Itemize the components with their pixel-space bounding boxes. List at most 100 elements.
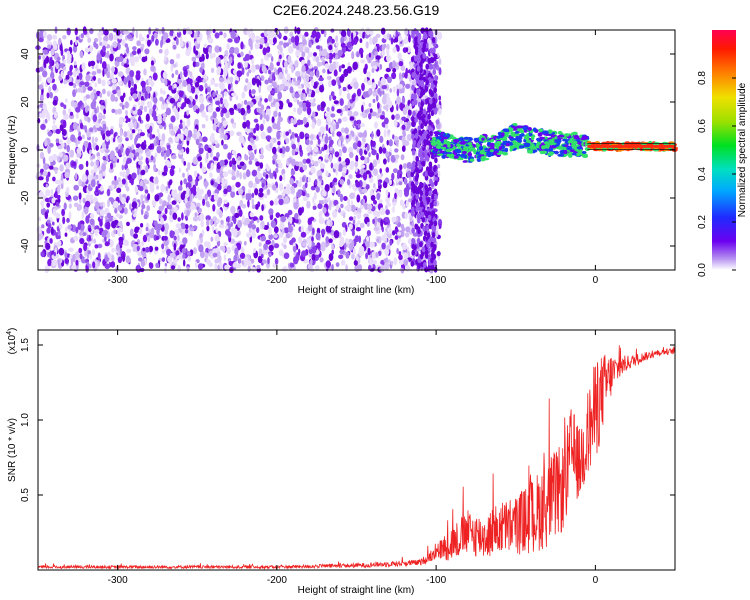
noise-speckle [342, 212, 346, 219]
noise-speckle [138, 186, 144, 192]
noise-speckle [288, 129, 292, 134]
noise-speckle [371, 252, 375, 257]
noise-speckle [180, 36, 183, 44]
noise-speckle [176, 78, 182, 84]
noise-speckle [93, 238, 97, 244]
noise-speckle [294, 80, 299, 87]
noise-speckle [387, 156, 390, 163]
noise-speckle [414, 116, 418, 123]
noise-speckle [372, 98, 376, 103]
noise-speckle [44, 139, 48, 147]
noise-speckle [401, 116, 407, 121]
noise-speckle [258, 248, 263, 255]
noise-speckle [125, 168, 130, 176]
noise-speckle [180, 252, 184, 261]
noise-speckle [76, 69, 80, 75]
noise-speckle [236, 70, 243, 78]
noise-speckle [146, 205, 151, 212]
noise-speckle [187, 255, 192, 262]
noise-speckle [242, 138, 245, 147]
noise-speckle [351, 229, 355, 237]
noise-speckle [95, 64, 99, 71]
noise-speckle [318, 175, 323, 180]
noise-speckle [244, 217, 250, 225]
noise-speckle [404, 232, 410, 238]
noise-speckle [223, 199, 228, 205]
noise-speckle [177, 264, 182, 273]
noise-speckle [434, 180, 438, 187]
noise-speckle [272, 121, 276, 130]
noise-speckle [215, 90, 219, 95]
noise-speckle [90, 92, 95, 101]
noise-speckle [158, 192, 164, 198]
noise-speckle [199, 95, 205, 104]
noise-speckle [213, 83, 219, 88]
noise-speckle [339, 193, 344, 203]
noise-speckle [187, 174, 193, 183]
noise-speckle [354, 223, 359, 228]
noise-speckle [337, 49, 343, 57]
noise-speckle [328, 136, 332, 141]
noise-speckle [203, 47, 209, 55]
noise-speckle [138, 257, 143, 262]
noise-speckle [240, 51, 244, 57]
noise-speckle [154, 194, 160, 202]
noise-speckle [278, 40, 284, 46]
noise-speckle [69, 124, 74, 131]
noise-speckle [332, 210, 338, 219]
noise-speckle [400, 65, 406, 71]
noise-speckle [167, 204, 173, 210]
noise-speckle [36, 226, 42, 234]
noise-speckle [88, 62, 91, 67]
noise-speckle [89, 213, 95, 219]
noise-speckle [291, 65, 295, 73]
noise-speckle [121, 178, 126, 185]
noise-speckle [201, 110, 207, 118]
noise-speckle [417, 213, 422, 219]
noise-speckle [43, 30, 47, 39]
noise-speckle [397, 52, 402, 60]
noise-speckle [293, 256, 299, 265]
noise-speckle [100, 30, 103, 35]
noise-speckle [189, 194, 192, 203]
noise-speckle [123, 156, 127, 165]
noise-speckle [390, 260, 394, 266]
noise-speckle [51, 261, 57, 267]
noise-speckle [358, 245, 365, 254]
noise-speckle [360, 155, 365, 161]
noise-speckle [206, 219, 210, 227]
noise-speckle [273, 201, 279, 206]
noise-speckle [357, 140, 362, 148]
noise-speckle [126, 186, 130, 192]
noise-speckle [326, 116, 331, 123]
noise-speckle [61, 208, 65, 216]
noise-speckle [188, 45, 192, 53]
noise-speckle [50, 188, 54, 196]
noise-speckle [178, 90, 184, 98]
noise-speckle [338, 148, 342, 158]
noise-speckle [307, 51, 313, 58]
noise-speckle [352, 247, 356, 255]
noise-speckle [131, 172, 137, 179]
noise-speckle [366, 144, 370, 152]
noise-speckle [182, 237, 188, 245]
noise-speckle [224, 62, 228, 68]
noise-speckle [381, 50, 386, 57]
noise-speckle [366, 156, 370, 164]
noise-speckle [117, 177, 121, 182]
noise-speckle [403, 252, 409, 260]
noise-speckle [102, 114, 106, 120]
noise-speckle [250, 64, 256, 73]
noise-speckle [114, 109, 118, 115]
noise-speckle [139, 105, 144, 111]
noise-speckle [190, 202, 196, 211]
noise-speckle [311, 246, 317, 254]
noise-speckle [292, 77, 296, 82]
noise-speckle [242, 215, 245, 223]
noise-speckle [280, 215, 287, 223]
noise-speckle [396, 96, 402, 105]
noise-speckle [99, 92, 103, 98]
noise-speckle [171, 73, 175, 78]
noise-speckle [47, 131, 53, 137]
noise-speckle [416, 65, 421, 72]
